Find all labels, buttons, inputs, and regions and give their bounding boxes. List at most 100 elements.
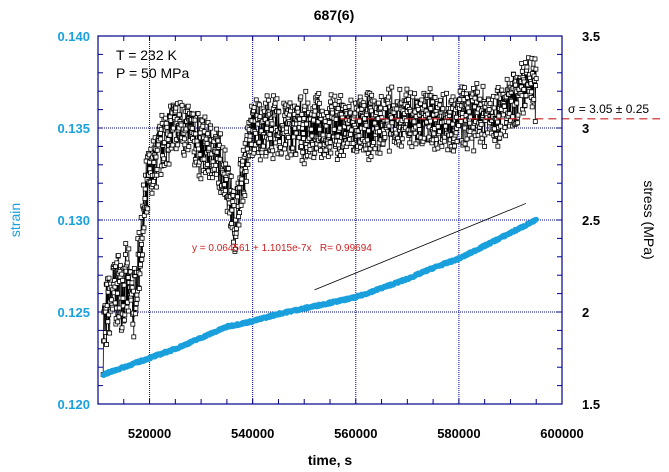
stress-point (223, 161, 229, 167)
stress-point (205, 119, 211, 125)
stress-point (475, 89, 480, 95)
right-tick-label: 3 (582, 121, 589, 136)
stress-point (201, 156, 207, 162)
stress-point (413, 141, 419, 147)
stress-point (371, 140, 376, 145)
stress-point (282, 146, 287, 152)
stress-point (166, 161, 172, 167)
stress-point (107, 330, 113, 336)
stress-point (346, 104, 352, 109)
stress-point (209, 175, 215, 181)
stress-point (416, 122, 422, 128)
stress-point (376, 100, 381, 106)
sigma-label: σ = 3.05 ± 0.25 (568, 102, 649, 116)
stress-point (105, 319, 111, 325)
stress-point (315, 119, 321, 125)
stress-point (385, 94, 391, 100)
stress-point (288, 152, 294, 158)
stress-point (286, 112, 292, 118)
stress-point (149, 190, 155, 196)
stress-point (476, 129, 482, 135)
stress-point (195, 111, 201, 117)
stress-point (472, 95, 478, 101)
stress-point (316, 90, 322, 96)
stress-point (515, 120, 521, 126)
stress-point (205, 162, 210, 167)
stress-point (130, 321, 136, 327)
stress-point (450, 94, 456, 100)
stress-point (161, 156, 167, 162)
stress-point (230, 239, 236, 245)
stress-point (217, 142, 222, 148)
stress-point (514, 100, 520, 106)
stress-point (272, 100, 278, 106)
stress-point (163, 120, 169, 126)
stress-point (231, 203, 237, 208)
stress-point (456, 123, 461, 128)
stress-point (104, 342, 109, 347)
stress-point (139, 257, 145, 262)
stress-point (263, 100, 268, 106)
stress-point (427, 86, 433, 92)
stress-point (197, 152, 203, 158)
stress-point (439, 143, 445, 149)
stress-point (173, 146, 179, 152)
stress-point (133, 311, 139, 317)
stress-point (291, 134, 297, 140)
stress-point (271, 93, 276, 99)
stress-point (328, 150, 334, 156)
stress-point (504, 76, 510, 82)
stress-point (519, 68, 525, 74)
stress-point (274, 96, 280, 102)
stress-point (112, 300, 118, 306)
stress-point (382, 106, 388, 112)
stress-point (260, 143, 266, 149)
stress-point (297, 116, 302, 122)
stress-point (378, 105, 384, 111)
stress-point (239, 180, 244, 186)
stress-point (317, 142, 323, 148)
stress-point (333, 116, 339, 122)
stress-point (155, 142, 161, 148)
stress-point (323, 123, 329, 129)
stress-point (300, 131, 306, 136)
stress-point (276, 109, 282, 115)
stress-point (185, 103, 191, 109)
stress-point (437, 102, 443, 108)
stress-point (236, 222, 242, 228)
stress-point (239, 176, 245, 182)
stress-point (123, 241, 129, 247)
stress-point (311, 112, 317, 118)
stress-point (299, 144, 304, 149)
stress-point (125, 275, 131, 280)
stress-point (491, 105, 497, 111)
stress-point (145, 206, 151, 212)
stress-point (126, 246, 132, 252)
stress-point (310, 141, 315, 147)
stress-point (389, 120, 395, 126)
stress-point (529, 104, 535, 110)
stress-point (151, 160, 157, 165)
stress-point (328, 99, 333, 105)
stress-point (217, 131, 223, 137)
chart-title: 687(6) (314, 7, 354, 23)
stress-point (256, 139, 262, 145)
stress-point (134, 296, 140, 302)
stress-point (406, 97, 411, 103)
stress-point (196, 146, 201, 152)
stress-point (298, 139, 304, 145)
stress-point (298, 94, 304, 100)
stress-point (213, 162, 219, 168)
stress-point (482, 144, 487, 149)
stress-point (222, 188, 228, 194)
stress-point (147, 166, 153, 172)
stress-point (366, 128, 371, 134)
stress-point (119, 325, 125, 331)
stress-point (101, 338, 107, 344)
stress-point (318, 147, 324, 153)
stress-point (121, 282, 127, 288)
stress-point (524, 64, 530, 70)
stress-point (226, 166, 231, 172)
stress-point (238, 203, 244, 208)
stress-point (337, 125, 343, 131)
